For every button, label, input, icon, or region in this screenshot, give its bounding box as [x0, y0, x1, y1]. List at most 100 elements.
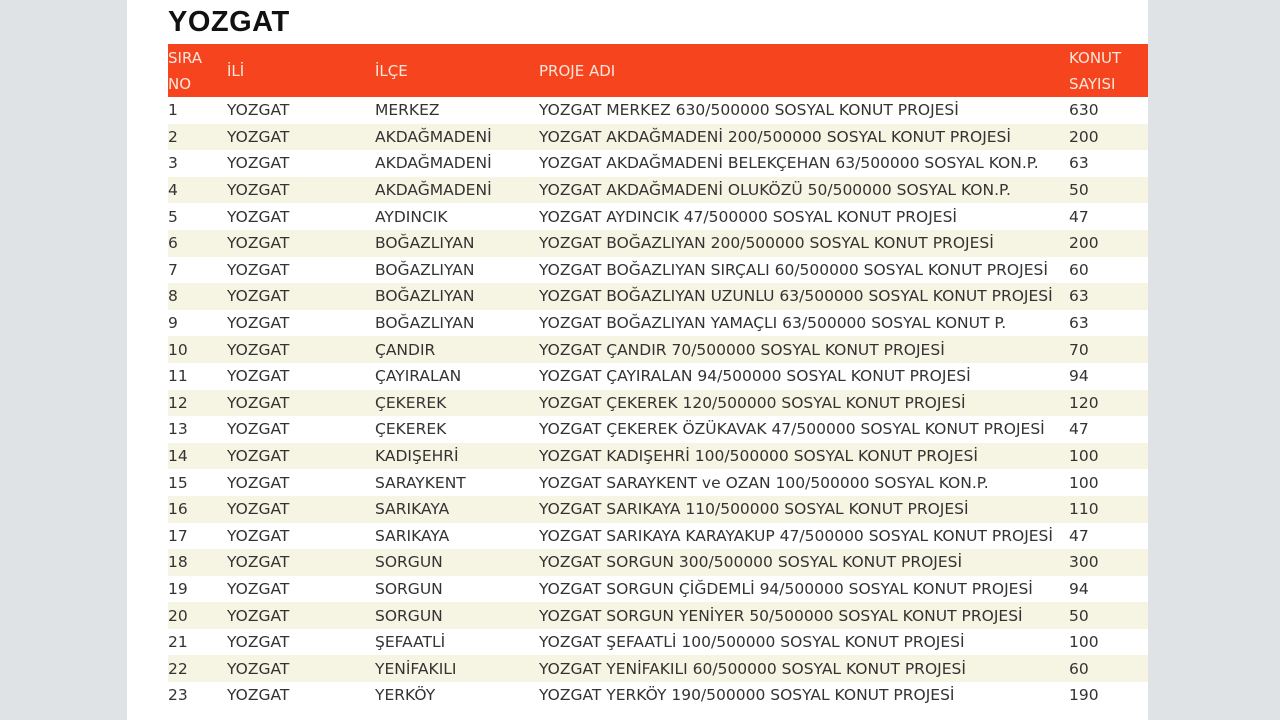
- table-row: 17 YOZGAT SARIKAYA YOZGAT SARIKAYA KARAYAKU…: [168, 523, 1148, 550]
- cell-proje-adi: YOZGAT MERKEZ 630/500000 SOSYAL KONUT PR…: [539, 101, 959, 120]
- cell-ilce: AKDAĞMADENİ: [375, 181, 492, 200]
- cell-proje-adi: YOZGAT BOĞAZLIYAN 200/500000 SOSYAL KONU…: [539, 234, 994, 253]
- cell-konut-sayisi: 190: [1069, 686, 1099, 705]
- table-row: 23 YOZGAT YERKÖY YOZGAT YERKÖY 190/500000 S…: [168, 682, 1148, 709]
- cell-proje-adi: YOZGAT SORGUN ÇİĞDEMLİ 94/500000 SOSYAL …: [539, 579, 1033, 598]
- cell-sira-no: 8: [168, 287, 178, 306]
- cell-ilce: SORGUN: [375, 553, 443, 572]
- header-sira-no: SIRA NO: [168, 44, 227, 97]
- cell-ilce: BOĞAZLIYAN: [375, 314, 475, 333]
- cell-sira-no: 1: [168, 101, 178, 120]
- cell-ili: YOZGAT: [227, 207, 290, 226]
- cell-proje-adi: YOZGAT BOĞAZLIYAN YAMAÇLI 63/500000 SOSY…: [539, 314, 1007, 333]
- cell-ilce: ÇANDIR: [375, 340, 436, 359]
- cell-proje-adi: YOZGAT SARAYKENT ve OZAN 100/500000 SOSY…: [539, 473, 989, 492]
- cell-sira-no: 19: [168, 579, 188, 598]
- cell-ilce: ŞEFAATLİ: [375, 633, 446, 652]
- cell-sira-no: 15: [168, 473, 188, 492]
- cell-konut-sayisi: 60: [1069, 659, 1089, 678]
- table-row: 4 YOZGAT AKDAĞMADENİ YOZGAT AKDAĞMADENİ OLU…: [168, 176, 1148, 204]
- header-ili: İLİ: [227, 44, 375, 97]
- content-page: YOZGAT SIRA NO İLİ İLÇE PROJE ADI KONUT …: [127, 0, 1148, 720]
- cell-konut-sayisi: 100: [1069, 633, 1099, 652]
- header-ilce: İLÇE: [375, 44, 539, 97]
- cell-ilce: BOĞAZLIYAN: [375, 287, 475, 306]
- housing-projects-table: SIRA NO İLİ İLÇE PROJE ADI KONUT SAYISI …: [168, 44, 1148, 709]
- page-title: YOZGAT: [168, 6, 290, 38]
- cell-ilce: AKDAĞMADENİ: [375, 127, 492, 146]
- cell-ili: YOZGAT: [227, 393, 290, 412]
- cell-proje-adi: YOZGAT YERKÖY 190/500000 SOSYAL KONUT PR…: [539, 686, 955, 705]
- cell-sira-no: 3: [168, 154, 178, 173]
- cell-ilce: ÇEKEREK: [375, 420, 447, 439]
- cell-ilce: YENİFAKILI: [375, 659, 457, 678]
- cell-sira-no: 22: [168, 659, 188, 678]
- cell-ili: YOZGAT: [227, 473, 290, 492]
- cell-ilce: KADIŞEHRİ: [375, 447, 459, 466]
- cell-konut-sayisi: 63: [1069, 314, 1089, 333]
- cell-ilce: BOĞAZLIYAN: [375, 234, 475, 253]
- cell-ilce: MERKEZ: [375, 101, 440, 120]
- cell-ilce: SARIKAYA: [375, 526, 450, 545]
- cell-konut-sayisi: 100: [1069, 447, 1099, 466]
- table-row: 22 YOZGAT YENİFAKILI YOZGAT YENİFAKILI 60/5…: [168, 655, 1148, 683]
- cell-konut-sayisi: 120: [1069, 393, 1099, 412]
- cell-ilce: AKDAĞMADENİ: [375, 154, 492, 173]
- table-row: 16 YOZGAT SARIKAYA YOZGAT SARIKAYA 110/5000…: [168, 495, 1148, 523]
- cell-ili: YOZGAT: [227, 553, 290, 572]
- cell-proje-adi: YOZGAT ŞEFAATLİ 100/500000 SOSYAL KONUT …: [539, 633, 965, 652]
- cell-sira-no: 14: [168, 447, 188, 466]
- cell-proje-adi: YOZGAT SARIKAYA 110/500000 SOSYAL KONUT …: [539, 500, 969, 519]
- cell-konut-sayisi: 47: [1069, 207, 1089, 226]
- cell-ili: YOZGAT: [227, 606, 290, 625]
- cell-ili: YOZGAT: [227, 633, 290, 652]
- cell-sira-no: 23: [168, 686, 188, 705]
- cell-konut-sayisi: 50: [1069, 181, 1089, 200]
- table-row: 20 YOZGAT SORGUN YOZGAT SORGUN YENİYER 50/5…: [168, 602, 1148, 629]
- cell-konut-sayisi: 94: [1069, 579, 1089, 598]
- cell-ilce: YERKÖY: [375, 686, 436, 705]
- cell-proje-adi: YOZGAT KADIŞEHRİ 100/500000 SOSYAL KONUT…: [539, 447, 978, 466]
- table-row: 14 YOZGAT KADIŞEHRİ YOZGAT KADIŞEHRİ 100/50…: [168, 442, 1148, 470]
- cell-proje-adi: YOZGAT ÇANDIR 70/500000 SOSYAL KONUT PRO…: [539, 340, 945, 359]
- table-row: 10 YOZGAT ÇANDIR YOZGAT ÇANDIR 70/500000 SO…: [168, 336, 1148, 363]
- cell-sira-no: 7: [168, 260, 178, 279]
- cell-ili: YOZGAT: [227, 526, 290, 545]
- cell-ilce: AYDINCIK: [375, 207, 448, 226]
- cell-sira-no: 10: [168, 340, 188, 359]
- cell-proje-adi: YOZGAT BOĞAZLIYAN UZUNLU 63/500000 SOSYA…: [539, 287, 1053, 306]
- header-konut-sayisi: KONUT SAYISI: [1069, 44, 1148, 97]
- cell-ili: YOZGAT: [227, 101, 290, 120]
- cell-sira-no: 11: [168, 367, 188, 386]
- table-row: 9 YOZGAT BOĞAZLIYAN YOZGAT BOĞAZLIYAN YAMAÇ…: [168, 310, 1148, 337]
- cell-ili: YOZGAT: [227, 234, 290, 253]
- table-row: 19 YOZGAT SORGUN YOZGAT SORGUN ÇİĞDEMLİ 94/…: [168, 576, 1148, 603]
- table-row: 8 YOZGAT BOĞAZLIYAN YOZGAT BOĞAZLIYAN UZUNL…: [168, 283, 1148, 310]
- cell-ili: YOZGAT: [227, 181, 290, 200]
- cell-proje-adi: YOZGAT AKDAĞMADENİ OLUKÖZÜ 50/500000 SOS…: [539, 181, 1011, 200]
- cell-ili: YOZGAT: [227, 287, 290, 306]
- cell-ilce: SARAYKENT: [375, 473, 466, 492]
- cell-ilce: BOĞAZLIYAN: [375, 260, 475, 279]
- table-header-row: SIRA NO İLİ İLÇE PROJE ADI KONUT SAYISI: [168, 44, 1148, 97]
- cell-ili: YOZGAT: [227, 260, 290, 279]
- cell-ili: YOZGAT: [227, 127, 290, 146]
- cell-konut-sayisi: 300: [1069, 553, 1099, 572]
- table-row: 11 YOZGAT ÇAYIRALAN YOZGAT ÇAYIRALAN 94/500…: [168, 363, 1148, 390]
- cell-sira-no: 17: [168, 526, 188, 545]
- cell-ili: YOZGAT: [227, 500, 290, 519]
- table-row: 15 YOZGAT SARAYKENT YOZGAT SARAYKENT ve OZA…: [168, 469, 1148, 496]
- cell-konut-sayisi: 63: [1069, 287, 1089, 306]
- cell-ili: YOZGAT: [227, 314, 290, 333]
- cell-konut-sayisi: 47: [1069, 526, 1089, 545]
- cell-proje-adi: YOZGAT AKDAĞMADENİ 200/500000 SOSYAL KON…: [539, 127, 1011, 146]
- table-row: 2 YOZGAT AKDAĞMADENİ YOZGAT AKDAĞMADENİ 200…: [168, 123, 1148, 151]
- header-proje-adi: PROJE ADI: [539, 44, 1069, 97]
- cell-ili: YOZGAT: [227, 367, 290, 386]
- cell-sira-no: 21: [168, 633, 188, 652]
- cell-sira-no: 6: [168, 234, 178, 253]
- cell-proje-adi: YOZGAT SARIKAYA KARAYAKUP 47/500000 SOSY…: [539, 526, 1053, 545]
- cell-ili: YOZGAT: [227, 659, 290, 678]
- table-row: 3 YOZGAT AKDAĞMADENİ YOZGAT AKDAĞMADENİ BEL…: [168, 150, 1148, 177]
- table-row: 13 YOZGAT ÇEKEREK YOZGAT ÇEKEREK ÖZÜKAVAK 4…: [168, 416, 1148, 443]
